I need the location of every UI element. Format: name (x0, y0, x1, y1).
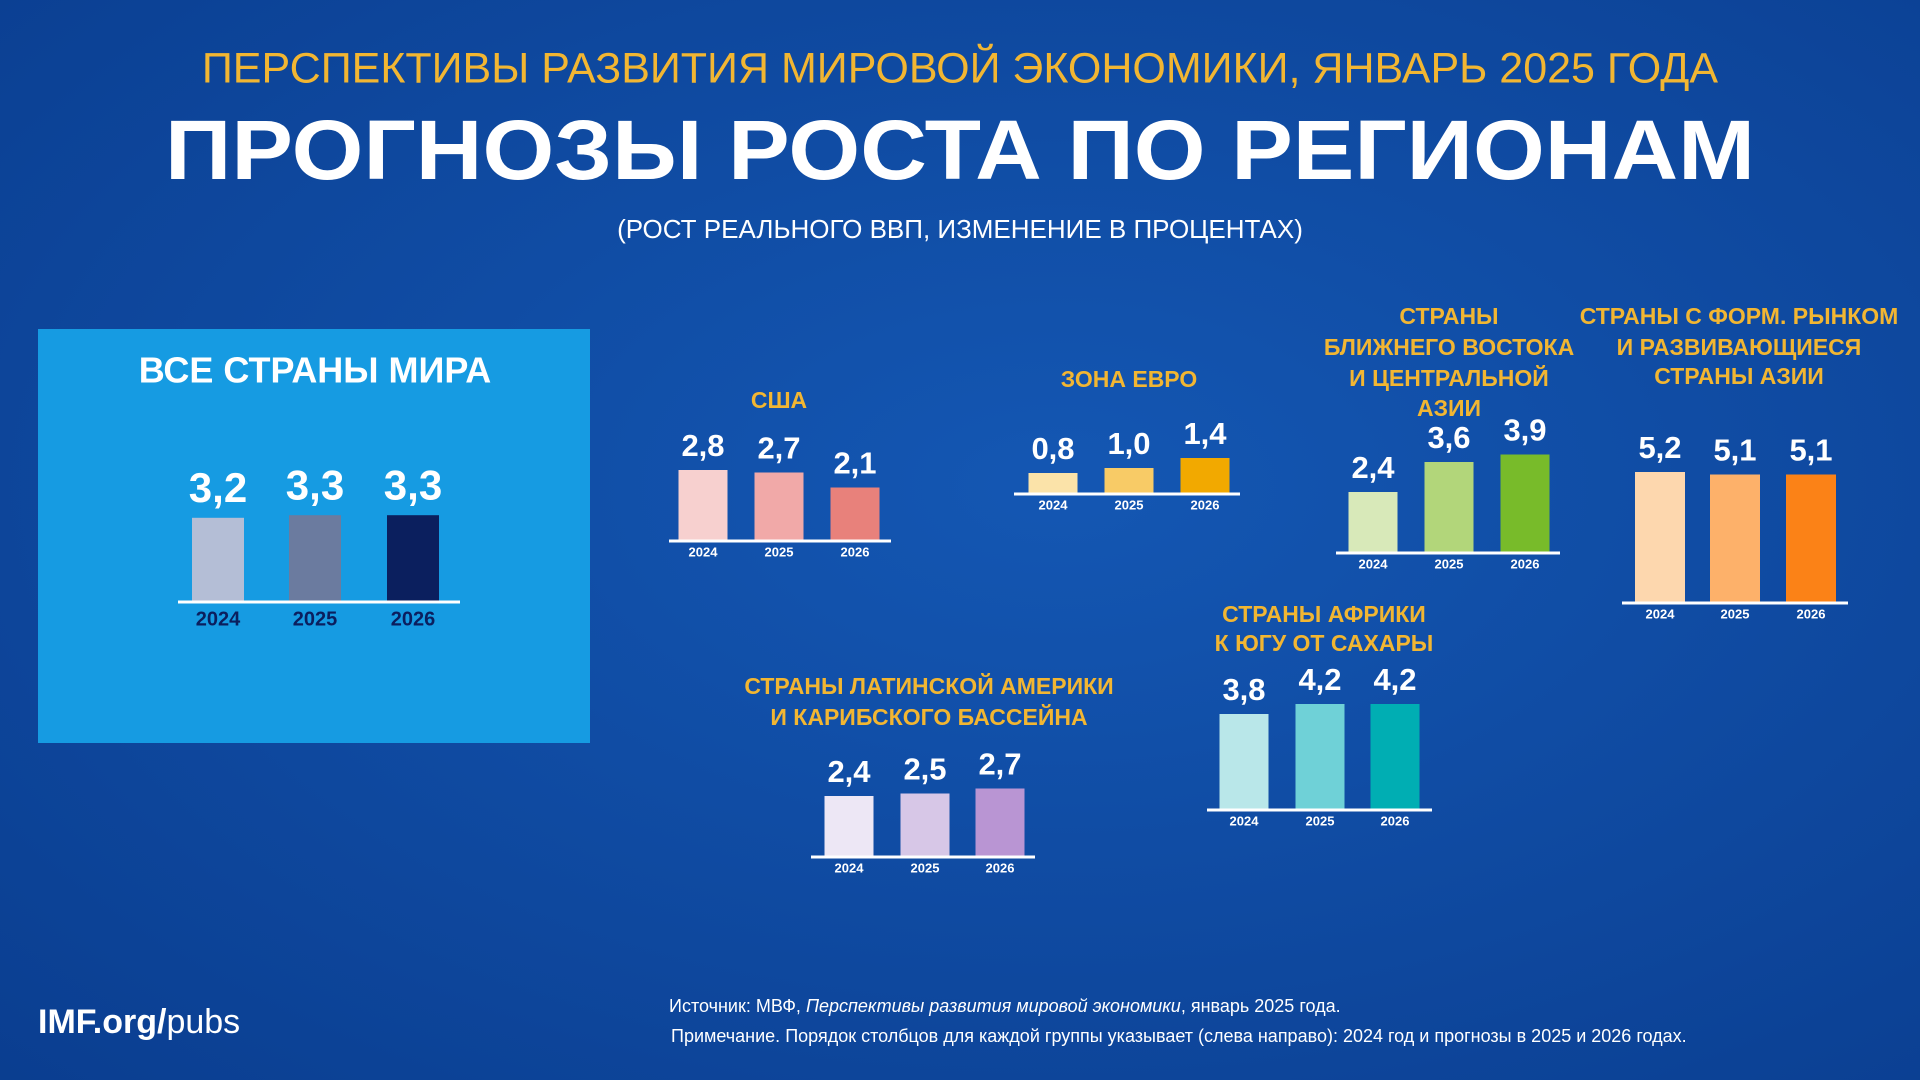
value-label: 2,4 (827, 754, 871, 789)
x-tick-label: 2025 (293, 608, 338, 630)
chart-title: СТРАНЫ ЛАТИНСКОЙ АМЕРИКИ (744, 672, 1113, 699)
chart-title: И ЦЕНТРАЛЬНОЙ (1349, 364, 1549, 391)
bar (387, 515, 439, 601)
chart-title: СТРАНЫ (1399, 303, 1498, 329)
x-tick-label: 2025 (1115, 497, 1144, 512)
x-tick-label: 2026 (1191, 497, 1220, 512)
chart-title: ВСЕ СТРАНЫ МИРА (139, 350, 492, 391)
charts: ВСЕ СТРАНЫ МИРА 3,2 2024 3,3 2025 3,3 2026 США 2… (139, 303, 1899, 875)
x-tick-label: 2024 (1039, 497, 1069, 512)
value-label: 4,2 (1373, 662, 1416, 697)
bar (1635, 472, 1685, 602)
value-label: 0,8 (1031, 431, 1074, 466)
chart-title: И РАЗВИВАЮЩИЕСЯ (1617, 334, 1862, 360)
bar (1370, 704, 1420, 809)
bar (1104, 468, 1154, 493)
bar (192, 517, 244, 601)
bar (1219, 714, 1269, 809)
bar (754, 472, 804, 540)
x-tick-label: 2024 (835, 860, 865, 875)
bar (678, 470, 728, 540)
x-tick-label: 2026 (1797, 606, 1826, 621)
chart-title: К ЮГУ ОТ САХАРЫ (1215, 630, 1434, 656)
subtitle: (РОСТ РЕАЛЬНОГО ВВП, ИЗМЕНЕНИЕ В ПРОЦЕНТ… (617, 214, 1303, 244)
value-label: 3,8 (1222, 672, 1265, 707)
value-label: 3,3 (286, 461, 344, 508)
value-label: 2,1 (833, 446, 876, 481)
value-label: 3,3 (384, 461, 442, 508)
x-tick-label: 2025 (911, 860, 940, 875)
logo-bold: IMF.org/ (38, 1003, 167, 1041)
x-tick-label: 2025 (1721, 606, 1750, 621)
x-tick-label: 2024 (1359, 556, 1389, 571)
note: Примечание. Порядок столбцов для каждой … (671, 1026, 1687, 1046)
x-tick-label: 2026 (391, 608, 436, 630)
logo-light: pubs (166, 1003, 240, 1041)
bar (824, 796, 874, 856)
chart-title: СТРАНЫ АЗИИ (1654, 363, 1824, 389)
source-title: Перспективы развития мировой экономики (806, 996, 1181, 1016)
x-tick-label: 2024 (196, 608, 241, 630)
chart-title: СТРАНЫ АФРИКИ (1222, 601, 1426, 627)
x-tick-label: 2025 (765, 544, 794, 559)
x-tick-label: 2026 (1511, 556, 1540, 571)
value-label: 2,7 (757, 431, 800, 466)
logo: IMF.org/pubs (38, 1003, 240, 1041)
value-label: 1,4 (1183, 416, 1227, 451)
value-label: 2,5 (903, 752, 946, 787)
value-label: 2,8 (681, 428, 724, 463)
source-part: , январь 2025 года. (1181, 996, 1341, 1016)
bar (1500, 454, 1550, 552)
kicker: ПЕРСПЕКТИВЫ РАЗВИТИЯ МИРОВОЙ ЭКОНОМИКИ, … (202, 43, 1719, 92)
x-tick-label: 2026 (1381, 813, 1410, 828)
value-label: 1,0 (1107, 426, 1150, 461)
bar (1348, 492, 1398, 552)
chart-title: ЗОНА ЕВРО (1061, 366, 1197, 392)
bar (289, 515, 341, 601)
bar (1786, 474, 1836, 602)
x-tick-label: 2025 (1435, 556, 1464, 571)
value-label: 5,1 (1713, 433, 1756, 468)
chart-title: АЗИИ (1417, 395, 1481, 421)
bar (1180, 458, 1230, 493)
value-label: 4,2 (1298, 662, 1341, 697)
chart-title: США (751, 387, 807, 413)
value-label: 3,6 (1427, 420, 1470, 455)
x-tick-label: 2024 (1230, 813, 1260, 828)
x-tick-label: 2024 (689, 544, 719, 559)
chart-title: БЛИЖНЕГО ВОСТОКА (1324, 334, 1574, 360)
bar (1295, 704, 1345, 809)
x-tick-label: 2026 (986, 860, 1015, 875)
bar (1028, 473, 1078, 493)
value-label: 5,1 (1789, 433, 1832, 468)
value-label: 3,2 (189, 464, 247, 511)
source-part: Источник: МВФ, (669, 996, 806, 1016)
x-tick-label: 2026 (841, 544, 870, 559)
value-label: 3,9 (1503, 413, 1546, 448)
bar (900, 793, 950, 856)
bar (975, 788, 1025, 856)
main-title: ПРОГНОЗЫ РОСТА ПО РЕГИОНАМ (165, 103, 1755, 197)
chart-title: СТРАНЫ С ФОРМ. РЫНКОМ (1580, 303, 1899, 329)
value-label: 5,2 (1638, 430, 1681, 465)
bar (1710, 474, 1760, 602)
x-tick-label: 2025 (1306, 813, 1335, 828)
value-label: 2,7 (978, 747, 1021, 782)
source: Источник: МВФ, Перспективы развития миро… (669, 996, 1341, 1016)
bar (830, 487, 880, 540)
x-tick-label: 2024 (1646, 606, 1676, 621)
value-label: 2,4 (1351, 450, 1395, 485)
chart-title: И КАРИБСКОГО БАССЕЙНА (770, 703, 1087, 730)
bar (1424, 462, 1474, 552)
